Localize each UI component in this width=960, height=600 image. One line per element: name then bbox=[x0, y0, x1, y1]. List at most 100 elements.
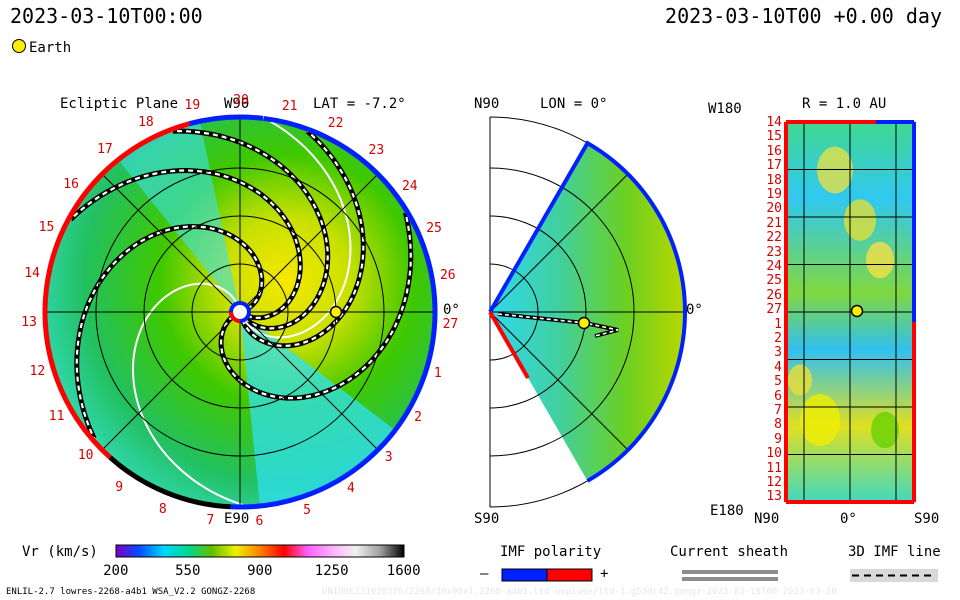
imf-line-dashed bbox=[220, 212, 412, 400]
synoptic-y-label: 20 bbox=[766, 201, 782, 217]
ecliptic-plane-title: Ecliptic Plane bbox=[60, 96, 179, 112]
synoptic-y-label: 21 bbox=[766, 215, 782, 231]
ecliptic-cyan-region bbox=[120, 122, 240, 312]
sector-label: 4 bbox=[347, 480, 355, 496]
synoptic-feature bbox=[788, 364, 812, 396]
current-sheath-swatch bbox=[682, 570, 778, 574]
synoptic-y-label: 2 bbox=[774, 330, 782, 346]
sector-label: 21 bbox=[281, 98, 298, 114]
synoptic-y-label: 26 bbox=[766, 287, 782, 303]
imf-minus-label: – bbox=[480, 566, 489, 582]
synoptic-panel bbox=[784, 120, 916, 504]
meridional-polarity-edge-positive bbox=[488, 311, 530, 379]
sector-label: 13 bbox=[21, 315, 37, 331]
sector-label: 6 bbox=[255, 513, 264, 529]
sector-label: 27 bbox=[442, 317, 459, 333]
synoptic-y-label: 19 bbox=[766, 186, 782, 202]
synoptic-y-label: 1 bbox=[774, 316, 782, 332]
colorbar-tick-label: 550 bbox=[175, 563, 201, 579]
colorbar-label: Vr (km/s) bbox=[22, 544, 98, 560]
synoptic-bottom-left-label: E180 bbox=[710, 503, 744, 519]
sector-label: 20 bbox=[233, 93, 249, 108]
colorbar-tick-label: 1600 bbox=[386, 563, 421, 579]
sector-label: 16 bbox=[63, 177, 79, 193]
sector-label: 23 bbox=[368, 143, 385, 159]
synoptic-y-label: 13 bbox=[766, 489, 782, 505]
synoptic-r-label: R = 1.0 AU bbox=[802, 96, 887, 112]
sector-label: 19 bbox=[184, 98, 201, 114]
sector-label: 9 bbox=[115, 479, 124, 495]
meridional-lon-label: LON = 0° bbox=[540, 96, 608, 112]
sector-label: 11 bbox=[48, 408, 65, 424]
synoptic-feature bbox=[800, 394, 840, 446]
imf-legend-negative-swatch bbox=[501, 568, 548, 582]
imf-line-dashed bbox=[69, 169, 302, 319]
current-sheet-line bbox=[131, 282, 244, 506]
synoptic-y-label: 6 bbox=[774, 388, 782, 404]
current-sheath-title: Current sheath bbox=[670, 544, 789, 560]
imf-line-dashed bbox=[172, 130, 329, 330]
meridional-axis-diagonal bbox=[489, 173, 629, 313]
synoptic-y-label: 17 bbox=[766, 158, 782, 174]
ecliptic-bottom-label: E90 bbox=[224, 511, 250, 527]
watermark-footer: UNIQUE231020376/2268/30x90x1.2268-a4b1.l… bbox=[322, 587, 837, 597]
synoptic-feature bbox=[871, 411, 899, 449]
earth-marker-icon bbox=[12, 39, 26, 53]
sector-label: 22 bbox=[327, 115, 344, 131]
current-sheath-swatch bbox=[682, 577, 778, 581]
meridional-right-label: 0° bbox=[686, 302, 703, 318]
sector-label: 1 bbox=[433, 365, 442, 381]
synoptic-y-label: 24 bbox=[766, 258, 782, 274]
sector-label: 14 bbox=[24, 266, 41, 282]
synoptic-y-label: 22 bbox=[766, 230, 782, 246]
imf-plus-label: + bbox=[600, 566, 609, 582]
meridional-panel bbox=[488, 116, 687, 508]
synoptic-y-label: 18 bbox=[766, 172, 782, 188]
earth-marker bbox=[577, 316, 591, 330]
synoptic-y-label: 16 bbox=[766, 143, 782, 159]
sector-label: 26 bbox=[439, 268, 456, 284]
relative-time-title: 2023-03-10T00 +0.00 day bbox=[665, 4, 942, 28]
current-sheet-line bbox=[242, 120, 352, 339]
sector-label: 8 bbox=[158, 501, 167, 517]
ecliptic-polarity-arc-negative bbox=[230, 115, 438, 510]
synoptic-top-left-label: W180 bbox=[708, 101, 742, 117]
synoptic-y-label: 4 bbox=[774, 359, 782, 375]
meridional-axis-diagonal bbox=[489, 311, 629, 451]
run-info-footer: ENLIL-2.7 lowres-2268-a4b1 WSA_V2.2 GONG… bbox=[6, 587, 256, 597]
synoptic-y-label: 7 bbox=[774, 402, 782, 418]
sun-polarity-segment bbox=[229, 311, 241, 323]
synoptic-y-label: 12 bbox=[766, 474, 782, 490]
synoptic-feature bbox=[844, 199, 876, 241]
sector-label: 10 bbox=[77, 448, 94, 464]
earth-legend-label: Earth bbox=[29, 40, 72, 56]
synoptic-y-label: 8 bbox=[774, 417, 782, 433]
imf-line-dashed bbox=[75, 225, 263, 439]
synoptic-x-label-s90: S90 bbox=[914, 511, 940, 527]
ecliptic-polarity-arc-black bbox=[108, 455, 231, 510]
imf-legend-positive-swatch bbox=[546, 568, 593, 582]
meridional-polarity-edge-negative bbox=[488, 140, 687, 483]
colorbar-tick-label: 1250 bbox=[314, 563, 349, 579]
earth-marker bbox=[329, 305, 343, 319]
synoptic-y-label: 5 bbox=[774, 374, 782, 390]
synoptic-y-label: 9 bbox=[774, 431, 782, 447]
sector-label: 15 bbox=[38, 219, 55, 235]
sector-label: 24 bbox=[401, 178, 418, 194]
synoptic-y-label: 27 bbox=[766, 302, 782, 318]
colorbar-tick-label: 200 bbox=[103, 563, 129, 579]
synoptic-feature bbox=[866, 241, 894, 279]
earth-marker bbox=[850, 304, 864, 318]
ecliptic-top-label: W90 bbox=[224, 96, 250, 112]
sector-label: 5 bbox=[303, 502, 311, 518]
sector-label: 17 bbox=[97, 141, 113, 157]
sector-label: 25 bbox=[426, 221, 442, 237]
ecliptic-lat-label: LAT = -7.2° bbox=[313, 96, 406, 112]
datetime-title: 2023-03-10T00:00 bbox=[10, 4, 203, 28]
ecliptic-panel bbox=[42, 114, 438, 510]
ecliptic-polarity-arc-negative bbox=[188, 114, 264, 127]
sector-label: 18 bbox=[138, 115, 154, 131]
imf-line-title: 3D IMF line bbox=[848, 544, 941, 560]
colorbar-gradient bbox=[115, 544, 405, 558]
